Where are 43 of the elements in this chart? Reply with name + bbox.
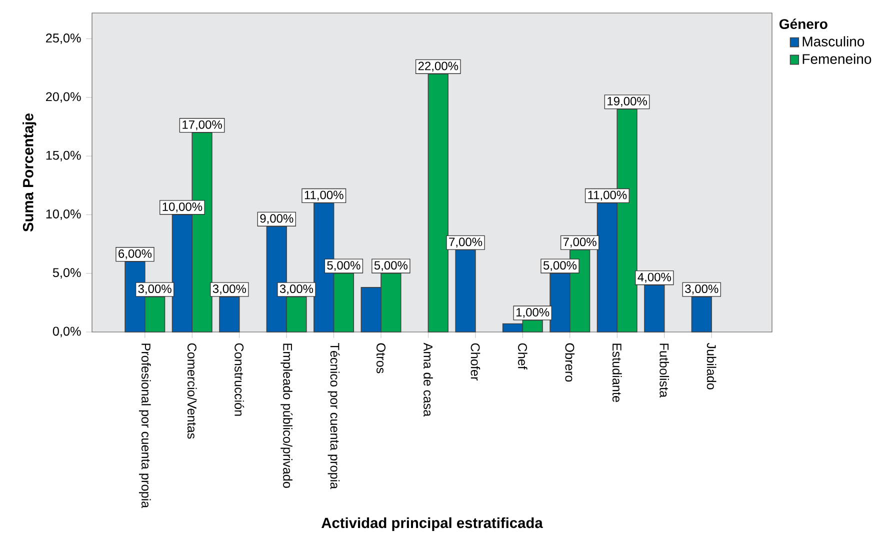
data-label: 19,00% [608,96,647,107]
y-tick-label: 20,0% [46,92,81,103]
x-tick-label: Futbolista [660,344,669,398]
legend-title: Género [779,18,828,30]
data-label: 9,00% [260,214,294,224]
data-label: 17,00% [182,120,222,130]
x-tick-label: Comercio/Ventas [187,343,197,439]
x-tick-label: Otros [376,343,386,374]
x-tick-label: Empleado público/privado [280,344,293,488]
x-tick-label: Ama de casa [424,342,433,417]
data-label: 5,00% [543,261,577,272]
x-tick-label: Chofer [470,343,480,381]
y-tick-label: 25,0% [46,34,81,44]
data-label: 5,00% [374,261,408,272]
data-label: 3,00% [685,284,718,294]
y-tick-label: 0,0% [52,326,81,338]
data-label: 3,00% [212,284,246,294]
data-label: 3,00% [138,284,172,294]
x-tick-label: Profesional por cuenta propia [138,344,151,508]
data-label: 22,00% [418,62,458,72]
data-label: 4,00% [638,272,672,283]
data-label: 11,00% [304,190,344,201]
y-axis-title: Suma Porcentaje [22,114,36,232]
data-label: 10,00% [162,202,202,212]
data-label: 1,00% [516,308,550,318]
x-axis-title: Actividad principal estratificada [322,517,543,531]
x-tick-label: Jubilado [706,342,716,390]
y-tick-label: 15,0% [46,150,81,162]
x-tick-label: Obrero [565,343,575,382]
x-tick-label: Construcción [234,343,244,416]
y-tick-label: 10,0% [46,209,81,220]
x-tick-label: Chef [518,343,528,370]
x-tick-label: Técnico por cuenta propia [328,342,340,490]
data-label: 6,00% [118,249,152,260]
x-tick-label: Estudiante [612,344,622,402]
y-tick-label: 5,0% [52,268,81,279]
data-label: 11,00% [588,190,627,201]
legend-label: Femeneino [802,54,872,64]
data-label: 3,00% [280,284,314,294]
legend-label: Masculino [802,36,864,46]
data-label: 5,00% [327,261,360,272]
data-label: 7,00% [563,238,596,248]
data-label: 7,00% [449,238,482,248]
